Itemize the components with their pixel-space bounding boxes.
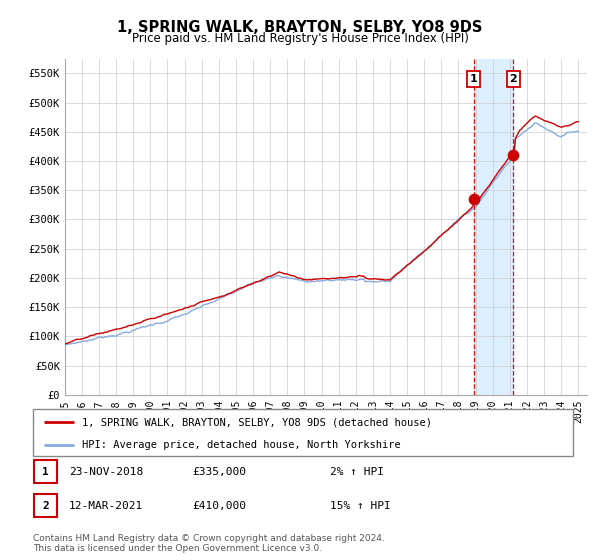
Text: 2% ↑ HPI: 2% ↑ HPI	[330, 466, 384, 477]
Text: Price paid vs. HM Land Registry's House Price Index (HPI): Price paid vs. HM Land Registry's House …	[131, 32, 469, 45]
Text: 23-NOV-2018: 23-NOV-2018	[69, 466, 143, 477]
Text: 2: 2	[509, 74, 517, 84]
Text: HPI: Average price, detached house, North Yorkshire: HPI: Average price, detached house, Nort…	[82, 440, 400, 450]
Point	[469, 194, 479, 203]
Text: 1, SPRING WALK, BRAYTON, SELBY, YO8 9DS (detached house): 1, SPRING WALK, BRAYTON, SELBY, YO8 9DS …	[82, 417, 431, 427]
Text: 2: 2	[42, 501, 49, 511]
Text: £410,000: £410,000	[192, 501, 246, 511]
Bar	[474, 59, 513, 395]
Text: 12-MAR-2021: 12-MAR-2021	[69, 501, 143, 511]
FancyBboxPatch shape	[33, 409, 573, 456]
Text: 1: 1	[42, 466, 49, 477]
Text: Contains HM Land Registry data © Crown copyright and database right 2024.
This d: Contains HM Land Registry data © Crown c…	[33, 534, 385, 553]
Text: 15% ↑ HPI: 15% ↑ HPI	[330, 501, 391, 511]
Text: 1, SPRING WALK, BRAYTON, SELBY, YO8 9DS: 1, SPRING WALK, BRAYTON, SELBY, YO8 9DS	[118, 20, 482, 35]
Text: 1: 1	[470, 74, 478, 84]
Point	[508, 151, 518, 160]
Text: £335,000: £335,000	[192, 466, 246, 477]
